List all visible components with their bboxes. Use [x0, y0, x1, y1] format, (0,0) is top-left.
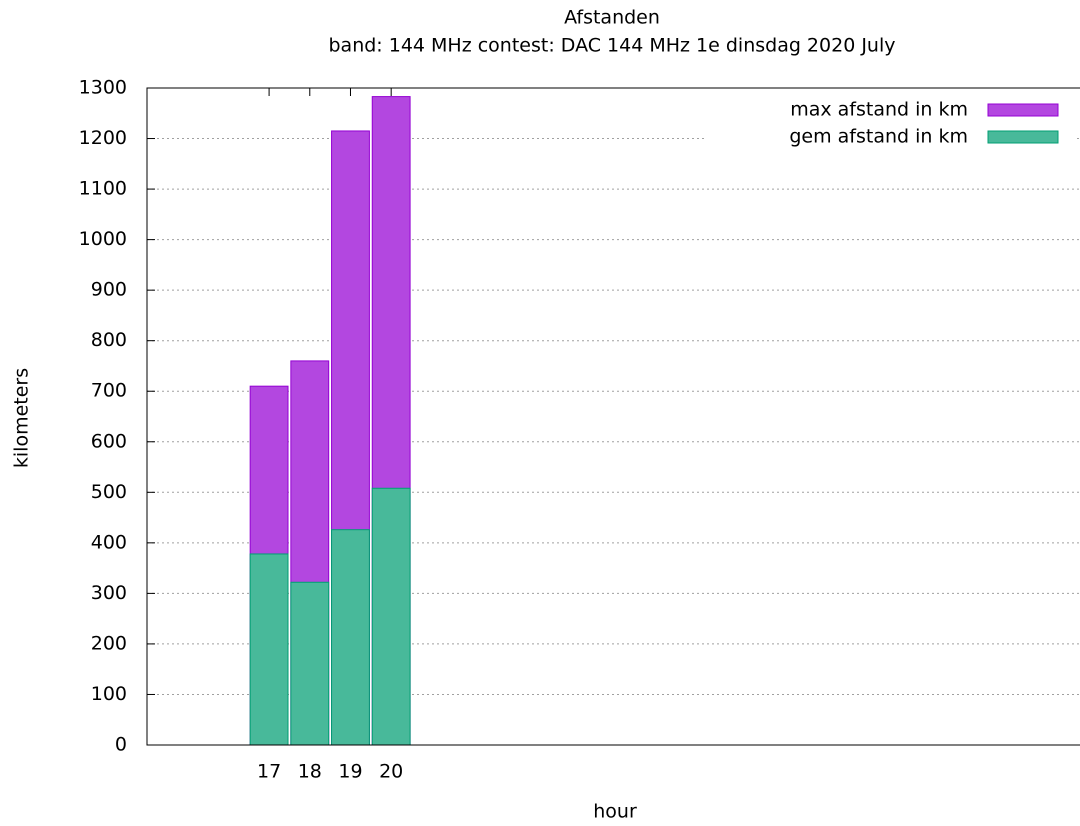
y-tick-label: 900 — [91, 279, 127, 301]
y-tick-label: 200 — [91, 632, 127, 654]
legend-swatch — [987, 103, 1059, 117]
y-tick-label: 500 — [91, 481, 127, 503]
y-tick-label: 700 — [91, 380, 127, 402]
y-tick-label: 1100 — [79, 178, 127, 200]
legend-swatch — [987, 130, 1059, 144]
y-axis-label: kilometers — [11, 368, 33, 468]
bar — [371, 487, 411, 746]
y-tick-label: 1300 — [79, 77, 127, 99]
x-tick-label: 20 — [379, 761, 403, 783]
y-tick-label: 0 — [115, 734, 127, 756]
x-tick-label: 17 — [257, 761, 281, 783]
legend-label: gem afstand in km — [789, 126, 968, 148]
plot-border — [146, 87, 1080, 746]
legend-label: max afstand in km — [790, 99, 968, 121]
bar — [290, 581, 330, 746]
x-tick-label: 18 — [298, 761, 322, 783]
x-axis-label: hour — [593, 801, 637, 823]
chart-title: Afstanden — [564, 7, 660, 29]
y-tick-label: 100 — [91, 683, 127, 705]
y-tick-label: 400 — [91, 531, 127, 553]
bar — [249, 553, 289, 746]
y-tick-label: 300 — [91, 582, 127, 604]
y-tick-label: 1200 — [79, 127, 127, 149]
bar — [331, 529, 370, 746]
y-tick-label: 1000 — [79, 228, 127, 250]
y-tick-label: 800 — [91, 329, 127, 351]
chart-subtitle: band: 144 MHz contest: DAC 144 MHz 1e di… — [328, 35, 895, 57]
y-tick-label: 600 — [91, 430, 127, 452]
x-tick-label: 19 — [338, 761, 362, 783]
